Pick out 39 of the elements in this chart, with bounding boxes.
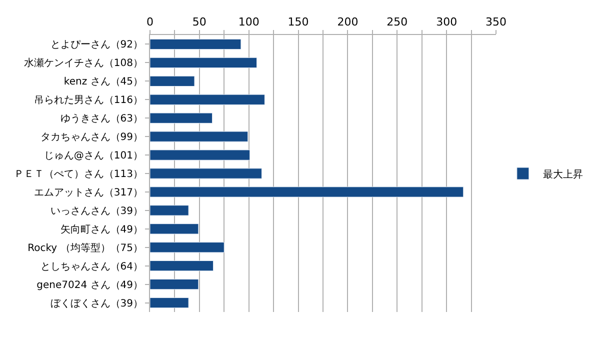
bar xyxy=(150,76,195,86)
y-tick-label: 吊られた男さん（116） xyxy=(34,95,143,106)
y-tick-label: とよぴーさん（92） xyxy=(50,40,143,51)
bar xyxy=(150,186,464,198)
bar xyxy=(150,150,250,160)
y-tick-label: gene7024 さん（49） xyxy=(36,280,143,291)
y-tick-label: Rocky （均等型）（75） xyxy=(28,242,143,254)
y-tick-label: エムアットさん（317） xyxy=(34,187,143,198)
y-tick-label: ぼくぼくさん（39） xyxy=(50,298,143,310)
x-tick-label: 50 xyxy=(192,16,206,29)
bar xyxy=(150,94,265,105)
y-tick-label: kenz さん（45） xyxy=(64,76,143,88)
legend-label: 最大上昇 xyxy=(542,168,583,180)
x-tick-label: 200 xyxy=(337,16,358,29)
bar xyxy=(150,168,262,179)
y-tick-label: としちゃんさん（64） xyxy=(40,261,143,272)
y-tick-label: いっさんさん（39） xyxy=(50,206,143,217)
x-tick-label: 250 xyxy=(386,16,408,29)
x-tick-label: 100 xyxy=(238,16,260,29)
x-tick-label: 150 xyxy=(288,16,309,29)
bar xyxy=(150,278,199,290)
bar xyxy=(150,38,242,50)
x-tick-label: 350 xyxy=(486,16,506,29)
x-tick-label: 300 xyxy=(436,16,458,29)
bar xyxy=(150,112,213,124)
y-tick-label: 矢向町さん（49） xyxy=(60,223,143,236)
bar xyxy=(150,205,189,216)
bar xyxy=(150,297,189,308)
bar xyxy=(150,57,258,68)
x-tick-label: 0 xyxy=(146,16,154,29)
y-tick-label: ＰＥＴ（ぺて）さん（113） xyxy=(14,169,143,180)
y-tick-label: ゆうきさん（63） xyxy=(60,114,143,125)
bar xyxy=(150,131,248,142)
bar xyxy=(150,224,199,234)
bar xyxy=(150,242,224,253)
y-tick-label: 水瀬ケンイチさん（108） xyxy=(24,57,143,70)
y-tick-label: じゅん@さん（101） xyxy=(44,150,143,162)
bar xyxy=(150,260,214,272)
y-tick-label: タカちゃんさん（99） xyxy=(40,132,143,144)
